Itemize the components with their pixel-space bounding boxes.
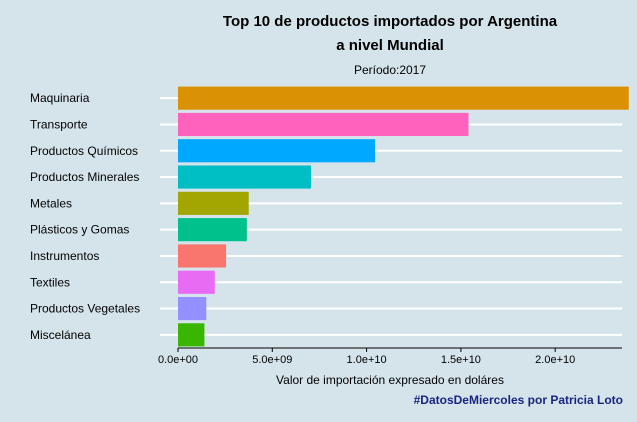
category-labels: Maquinaria Transporte Productos Químicos Pr… <box>30 91 140 342</box>
bar-5 <box>178 191 249 215</box>
bar-3 <box>178 139 376 163</box>
bar-10 <box>178 323 205 347</box>
bar-2 <box>178 112 469 137</box>
bars <box>178 86 629 347</box>
x-tick-label-4: 1.5e+10 <box>441 354 481 366</box>
category-label-2: Transporte <box>30 117 88 131</box>
category-label-4: Productos Minerales <box>30 170 139 184</box>
category-label-9: Productos Vegetales <box>30 302 140 316</box>
bar-1 <box>178 86 629 110</box>
chart-title-line2: a nivel Mundial <box>336 37 444 54</box>
bar-4 <box>178 165 311 189</box>
category-label-1: Maquinaria <box>30 91 90 105</box>
bar-6 <box>178 218 247 242</box>
category-label-8: Textiles <box>30 275 70 289</box>
x-tick-label-5: 2.0e+10 <box>535 354 575 366</box>
x-tick-label-1: 0.0e+00 <box>158 354 198 366</box>
category-label-5: Metales <box>30 196 72 210</box>
x-axis-title: Valor de importación expresado en doláre… <box>276 373 504 387</box>
category-label-6: Plásticos y Gomas <box>30 223 129 237</box>
bar-8 <box>178 270 215 294</box>
bar-9 <box>178 296 207 321</box>
chart-caption: #DatosDeMiercoles por Patricia Loto <box>414 393 623 407</box>
bar-7 <box>178 244 227 268</box>
category-label-10: Miscelánea <box>30 328 91 342</box>
x-tick-label-2: 5.0e+09 <box>252 354 292 366</box>
category-label-7: Instrumentos <box>30 249 99 263</box>
x-tick-label-3: 1.0e+10 <box>347 354 387 366</box>
x-axis: 0.0e+00 5.0e+09 1.0e+10 1.5e+10 2.0e+10 <box>158 347 622 366</box>
chart-subtitle: Período:2017 <box>354 63 426 77</box>
chart-title-line1: Top 10 de productos importados por Argen… <box>223 13 558 30</box>
category-label-3: Productos Químicos <box>30 144 138 158</box>
